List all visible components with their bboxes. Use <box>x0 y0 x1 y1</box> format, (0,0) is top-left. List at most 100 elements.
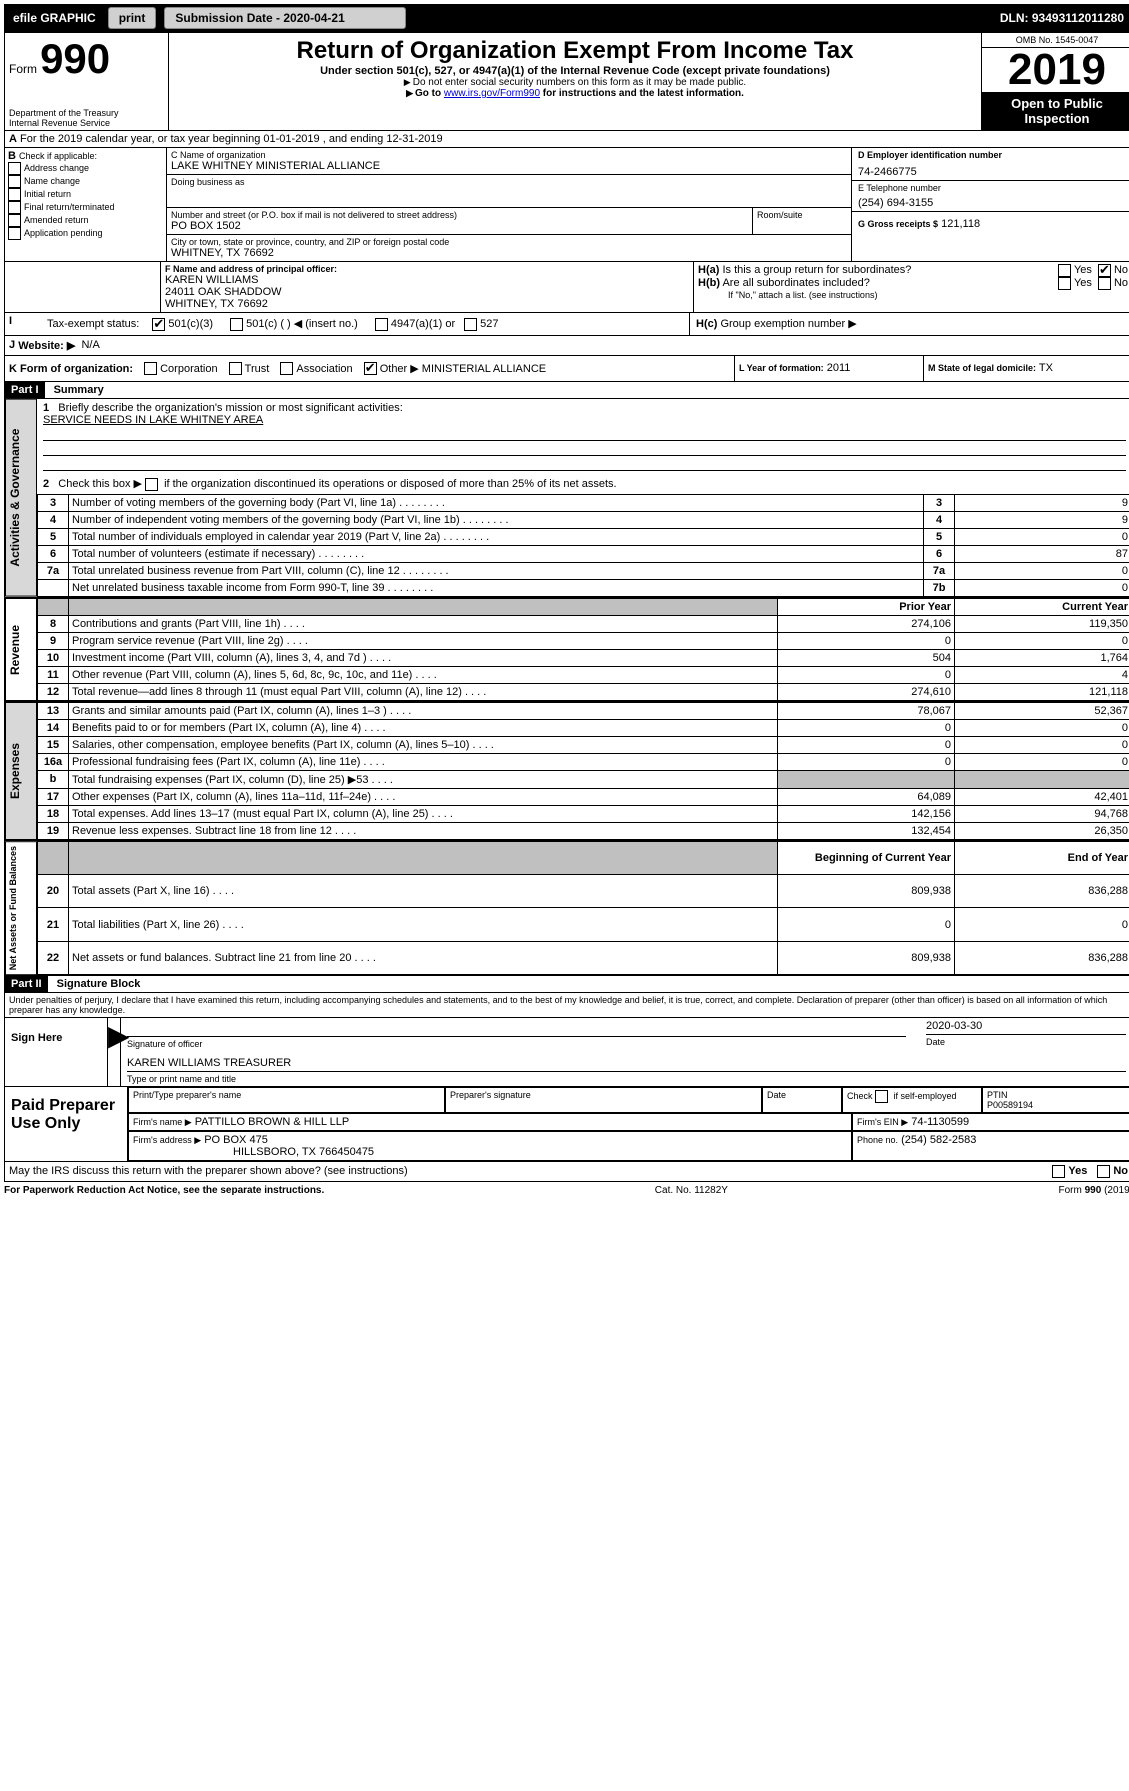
revenue-table: Prior YearCurrent Year8Contributions and… <box>37 598 1129 701</box>
table-row: 8Contributions and grants (Part VIII, li… <box>38 615 1129 632</box>
j-label: Website: ▶ <box>18 339 75 352</box>
klm-row: K Form of organization: Corporation Trus… <box>4 356 1129 383</box>
b-label: Check if applicable: <box>19 151 97 161</box>
officer-addr2: WHITNEY, TX 76692 <box>165 298 689 310</box>
ha-no-checkbox[interactable] <box>1098 264 1111 277</box>
table-row: 17Other expenses (Part IX, column (A), l… <box>38 788 1129 805</box>
dln-label: DLN: 93493112011280 <box>992 8 1129 28</box>
b-option-checkbox[interactable] <box>8 188 21 201</box>
k-other-value: MINISTERIAL ALLIANCE <box>422 363 546 375</box>
sign-arrow-icon: ▶ <box>107 1018 121 1086</box>
table-row: 13Grants and similar amounts paid (Part … <box>38 702 1129 719</box>
discuss-row: May the IRS discuss this return with the… <box>4 1162 1129 1182</box>
paid-preparer-label: Paid Preparer Use Only <box>5 1087 127 1161</box>
submission-date: Submission Date - 2020-04-21 <box>164 7 406 29</box>
firm-ein: 74-1130599 <box>911 1116 969 1128</box>
table-row: 21Total liabilities (Part X, line 26) . … <box>38 908 1129 941</box>
pra-notice: For Paperwork Reduction Act Notice, see … <box>4 1185 324 1196</box>
table-row: bTotal fundraising expenses (Part IX, co… <box>38 770 1129 788</box>
entity-block: B Check if applicable: Address changeNam… <box>4 148 1129 262</box>
line-a: A For the 2019 calendar year, or tax yea… <box>4 131 1129 148</box>
g-label: G Gross receipts $ <box>858 219 938 229</box>
table-row: 5Total number of individuals employed in… <box>38 528 1129 545</box>
org-name: LAKE WHITNEY MINISTERIAL ALLIANCE <box>171 160 847 172</box>
governance-table: 3Number of voting members of the governi… <box>37 494 1129 597</box>
table-row: 3Number of voting members of the governi… <box>38 494 1129 511</box>
ein-value: 74-2466775 <box>858 160 1126 178</box>
table-row: 9Program service revenue (Part VIII, lin… <box>38 632 1129 649</box>
ha-yes-checkbox[interactable] <box>1058 264 1071 277</box>
state-domicile: TX <box>1039 362 1053 374</box>
instr-nossn: Do not enter social security numbers on … <box>173 77 977 88</box>
form-header: Form 990 Department of the Treasury Inte… <box>4 32 1129 131</box>
mission-text: SERVICE NEEDS IN LAKE WHITNEY AREA <box>43 414 263 426</box>
revenue-block: Revenue Prior YearCurrent Year8Contribut… <box>4 598 1129 702</box>
l-label: L Year of formation: <box>739 363 824 373</box>
expenses-table: 13Grants and similar amounts paid (Part … <box>37 702 1129 840</box>
typed-name: KAREN WILLIAMS TREASURER <box>127 1057 1126 1069</box>
f-label: F Name and address of principal officer: <box>165 264 689 274</box>
b-option-checkbox[interactable] <box>8 162 21 175</box>
part1-title: Summary <box>48 382 110 398</box>
firm-addr-label: Firm's address ▶ <box>133 1135 201 1145</box>
b-option-checkbox[interactable] <box>8 214 21 227</box>
table-row: 14Benefits paid to or for members (Part … <box>38 719 1129 736</box>
firm-addr1: PO BOX 475 <box>204 1134 268 1146</box>
firm-phone: (254) 582-2583 <box>901 1134 976 1146</box>
discuss-no-checkbox[interactable] <box>1097 1165 1110 1178</box>
gross-receipts: 121,118 <box>941 218 980 230</box>
sig-officer-label: Signature of officer <box>127 1039 906 1049</box>
j-row: J Website: ▶ N/A <box>4 336 1129 356</box>
i-501c-checkbox[interactable] <box>230 318 243 331</box>
k-corp-checkbox[interactable] <box>144 362 157 375</box>
table-row: 20Total assets (Part X, line 16) . . . .… <box>38 875 1129 908</box>
k-trust-checkbox[interactable] <box>229 362 242 375</box>
discuss-yes-checkbox[interactable] <box>1052 1165 1065 1178</box>
table-row: 11Other revenue (Part VIII, column (A), … <box>38 666 1129 683</box>
b-option-checkbox[interactable] <box>8 227 21 240</box>
table-row: 16aProfessional fundraising fees (Part I… <box>38 753 1129 770</box>
table-row: 7aTotal unrelated business revenue from … <box>38 562 1129 579</box>
org-address: PO BOX 1502 <box>171 220 748 232</box>
k-other-checkbox[interactable] <box>364 362 377 375</box>
hb-no-checkbox[interactable] <box>1098 277 1111 290</box>
firm-phone-label: Phone no. <box>857 1135 898 1145</box>
table-row: 10Investment income (Part VIII, column (… <box>38 649 1129 666</box>
efile-topbar: efile GRAPHIC print Submission Date - 20… <box>4 4 1129 32</box>
i-4947-checkbox[interactable] <box>375 318 388 331</box>
vtab-governance: Activities & Governance <box>5 399 37 597</box>
k-assoc-checkbox[interactable] <box>280 362 293 375</box>
table-row: 18Total expenses. Add lines 13–17 (must … <box>38 805 1129 822</box>
form990-link[interactable]: www.irs.gov/Form990 <box>444 88 540 99</box>
l1-label: Briefly describe the organization's miss… <box>58 402 402 414</box>
prep-name-label: Print/Type preparer's name <box>128 1087 445 1113</box>
prep-sig-label: Preparer's signature <box>445 1087 762 1113</box>
room-label: Room/suite <box>757 210 847 220</box>
dept-irs: Internal Revenue Service <box>9 118 164 128</box>
form-subtitle: Under section 501(c), 527, or 4947(a)(1)… <box>173 65 977 77</box>
print-button[interactable]: print <box>108 7 157 29</box>
form-word: Form <box>9 62 37 76</box>
table-row: 15Salaries, other compensation, employee… <box>38 736 1129 753</box>
dept-treasury: Department of the Treasury <box>9 108 164 118</box>
l2-checkbox[interactable] <box>145 478 158 491</box>
b-option-checkbox[interactable] <box>8 201 21 214</box>
vtab-netassets: Net Assets or Fund Balances <box>5 841 37 975</box>
dba-label: Doing business as <box>171 177 847 187</box>
part2-num: Part II <box>5 976 48 992</box>
hb-yes-checkbox[interactable] <box>1058 277 1071 290</box>
table-row: Net unrelated business taxable income fr… <box>38 579 1129 596</box>
i-527-checkbox[interactable] <box>464 318 477 331</box>
m-label: M State of legal domicile: <box>928 363 1036 373</box>
instr-goto-post: for instructions and the latest informat… <box>543 88 744 99</box>
self-employed-checkbox[interactable] <box>875 1090 888 1103</box>
i-501c3-checkbox[interactable] <box>152 318 165 331</box>
f-h-block: F Name and address of principal officer:… <box>4 262 1129 313</box>
e-label: E Telephone number <box>858 183 1126 193</box>
sig-date-label: Date <box>926 1037 1126 1047</box>
i-label: Tax-exempt status: <box>47 318 139 330</box>
city-label: City or town, state or province, country… <box>171 237 847 247</box>
instr-goto-pre: Go to <box>406 88 444 99</box>
form-title: Return of Organization Exempt From Incom… <box>173 37 977 65</box>
b-option-checkbox[interactable] <box>8 175 21 188</box>
